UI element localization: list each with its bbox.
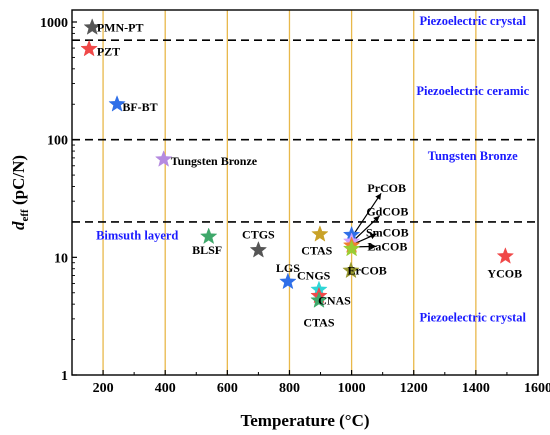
point-ctgs-5 — [249, 240, 268, 258]
y-tick-label-1: 1 — [61, 369, 68, 384]
point-lgs-6 — [279, 272, 297, 290]
point-tungsten-bronze-3 — [154, 150, 173, 167]
region-label-0: Piezoelectric crystal — [419, 14, 526, 28]
region-labels: Piezoelectric crystal Piezoelectric ceram… — [96, 14, 530, 324]
y-tick-label-1000: 1000 — [40, 16, 68, 31]
point-label-9: CNAS — [318, 293, 351, 307]
point-label-7: CTAS — [301, 244, 332, 258]
vertical-grid-lines — [102, 10, 477, 375]
y-axis-title-rest: (pC/N) — [9, 155, 28, 209]
point-pzt-1 — [80, 39, 98, 57]
point-lacob-14 — [342, 239, 361, 257]
point-label-2: BF-BT — [122, 100, 157, 114]
point-pmn-pt-0 — [83, 18, 101, 35]
dashed-threshold-lines — [72, 39, 538, 223]
point-label-12: GdCOB — [366, 205, 408, 219]
x-tick-label-200: 200 — [93, 381, 114, 396]
x-tick-label-400: 400 — [155, 381, 176, 396]
point-label-6: LGS — [276, 261, 300, 275]
arrow-11 — [354, 192, 382, 234]
y-axis-title-main: d — [9, 221, 28, 230]
x-tick-label-600: 600 — [217, 381, 238, 396]
point-ctas-10 — [310, 291, 328, 308]
axis-ticks: 200 400 600 800 1000 1200 1400 1600 1 10 100 1000 — [40, 16, 550, 396]
region-label-4: Piezoelectric crystal — [419, 310, 526, 324]
point-label-14: LaCOB — [367, 239, 407, 253]
arrow-12 — [354, 215, 380, 241]
point-label-4: BLSF — [192, 243, 222, 257]
point-bf-bt-2 — [108, 95, 126, 112]
point-ycob-16 — [496, 247, 515, 264]
point-label-11: PrCOB — [367, 181, 406, 195]
point-labels: PMN-PT PZT BF-BT Tungsten Bronze BLSF CTGS LGS… — [97, 20, 522, 329]
x-axis-title: Temperature (°C) — [240, 411, 369, 430]
x-tick-label-1000: 1000 — [338, 381, 366, 396]
point-label-16: YCOB — [487, 266, 522, 280]
point-label-8: CNGS — [297, 269, 331, 283]
arrow-13 — [354, 233, 377, 245]
point-label-0: PMN-PT — [97, 20, 144, 34]
x-tick-label-800: 800 — [279, 381, 300, 396]
point-label-3: Tungsten Bronze — [171, 154, 258, 168]
point-ctas-7 — [311, 225, 329, 242]
point-ercob-15 — [342, 261, 360, 279]
y-tick-label-10: 10 — [54, 251, 68, 266]
point-label-13: SmCOB — [366, 225, 409, 239]
data-points — [80, 18, 515, 308]
point-blsf-4 — [199, 227, 218, 245]
y-axis-title-subscript: eff — [19, 209, 31, 222]
region-label-1: Piezoelectric ceramic — [416, 84, 529, 98]
region-label-3: Bimsuth layerd — [96, 228, 178, 242]
point-label-5: CTGS — [242, 228, 275, 242]
y-tick-label-100: 100 — [47, 134, 68, 149]
x-tick-label-1200: 1200 — [400, 381, 428, 396]
plot-frame — [71, 9, 539, 376]
x-tick-label-1600: 1600 — [524, 381, 550, 396]
point-label-10: CTAS — [303, 315, 334, 329]
point-label-1: PZT — [97, 45, 120, 59]
region-label-2: Tungsten Bronze — [428, 149, 518, 163]
x-tick-label-1400: 1400 — [462, 381, 490, 396]
point-label-15: ErCOB — [347, 264, 386, 278]
y-axis-title: deff (pC/N) — [9, 155, 31, 230]
